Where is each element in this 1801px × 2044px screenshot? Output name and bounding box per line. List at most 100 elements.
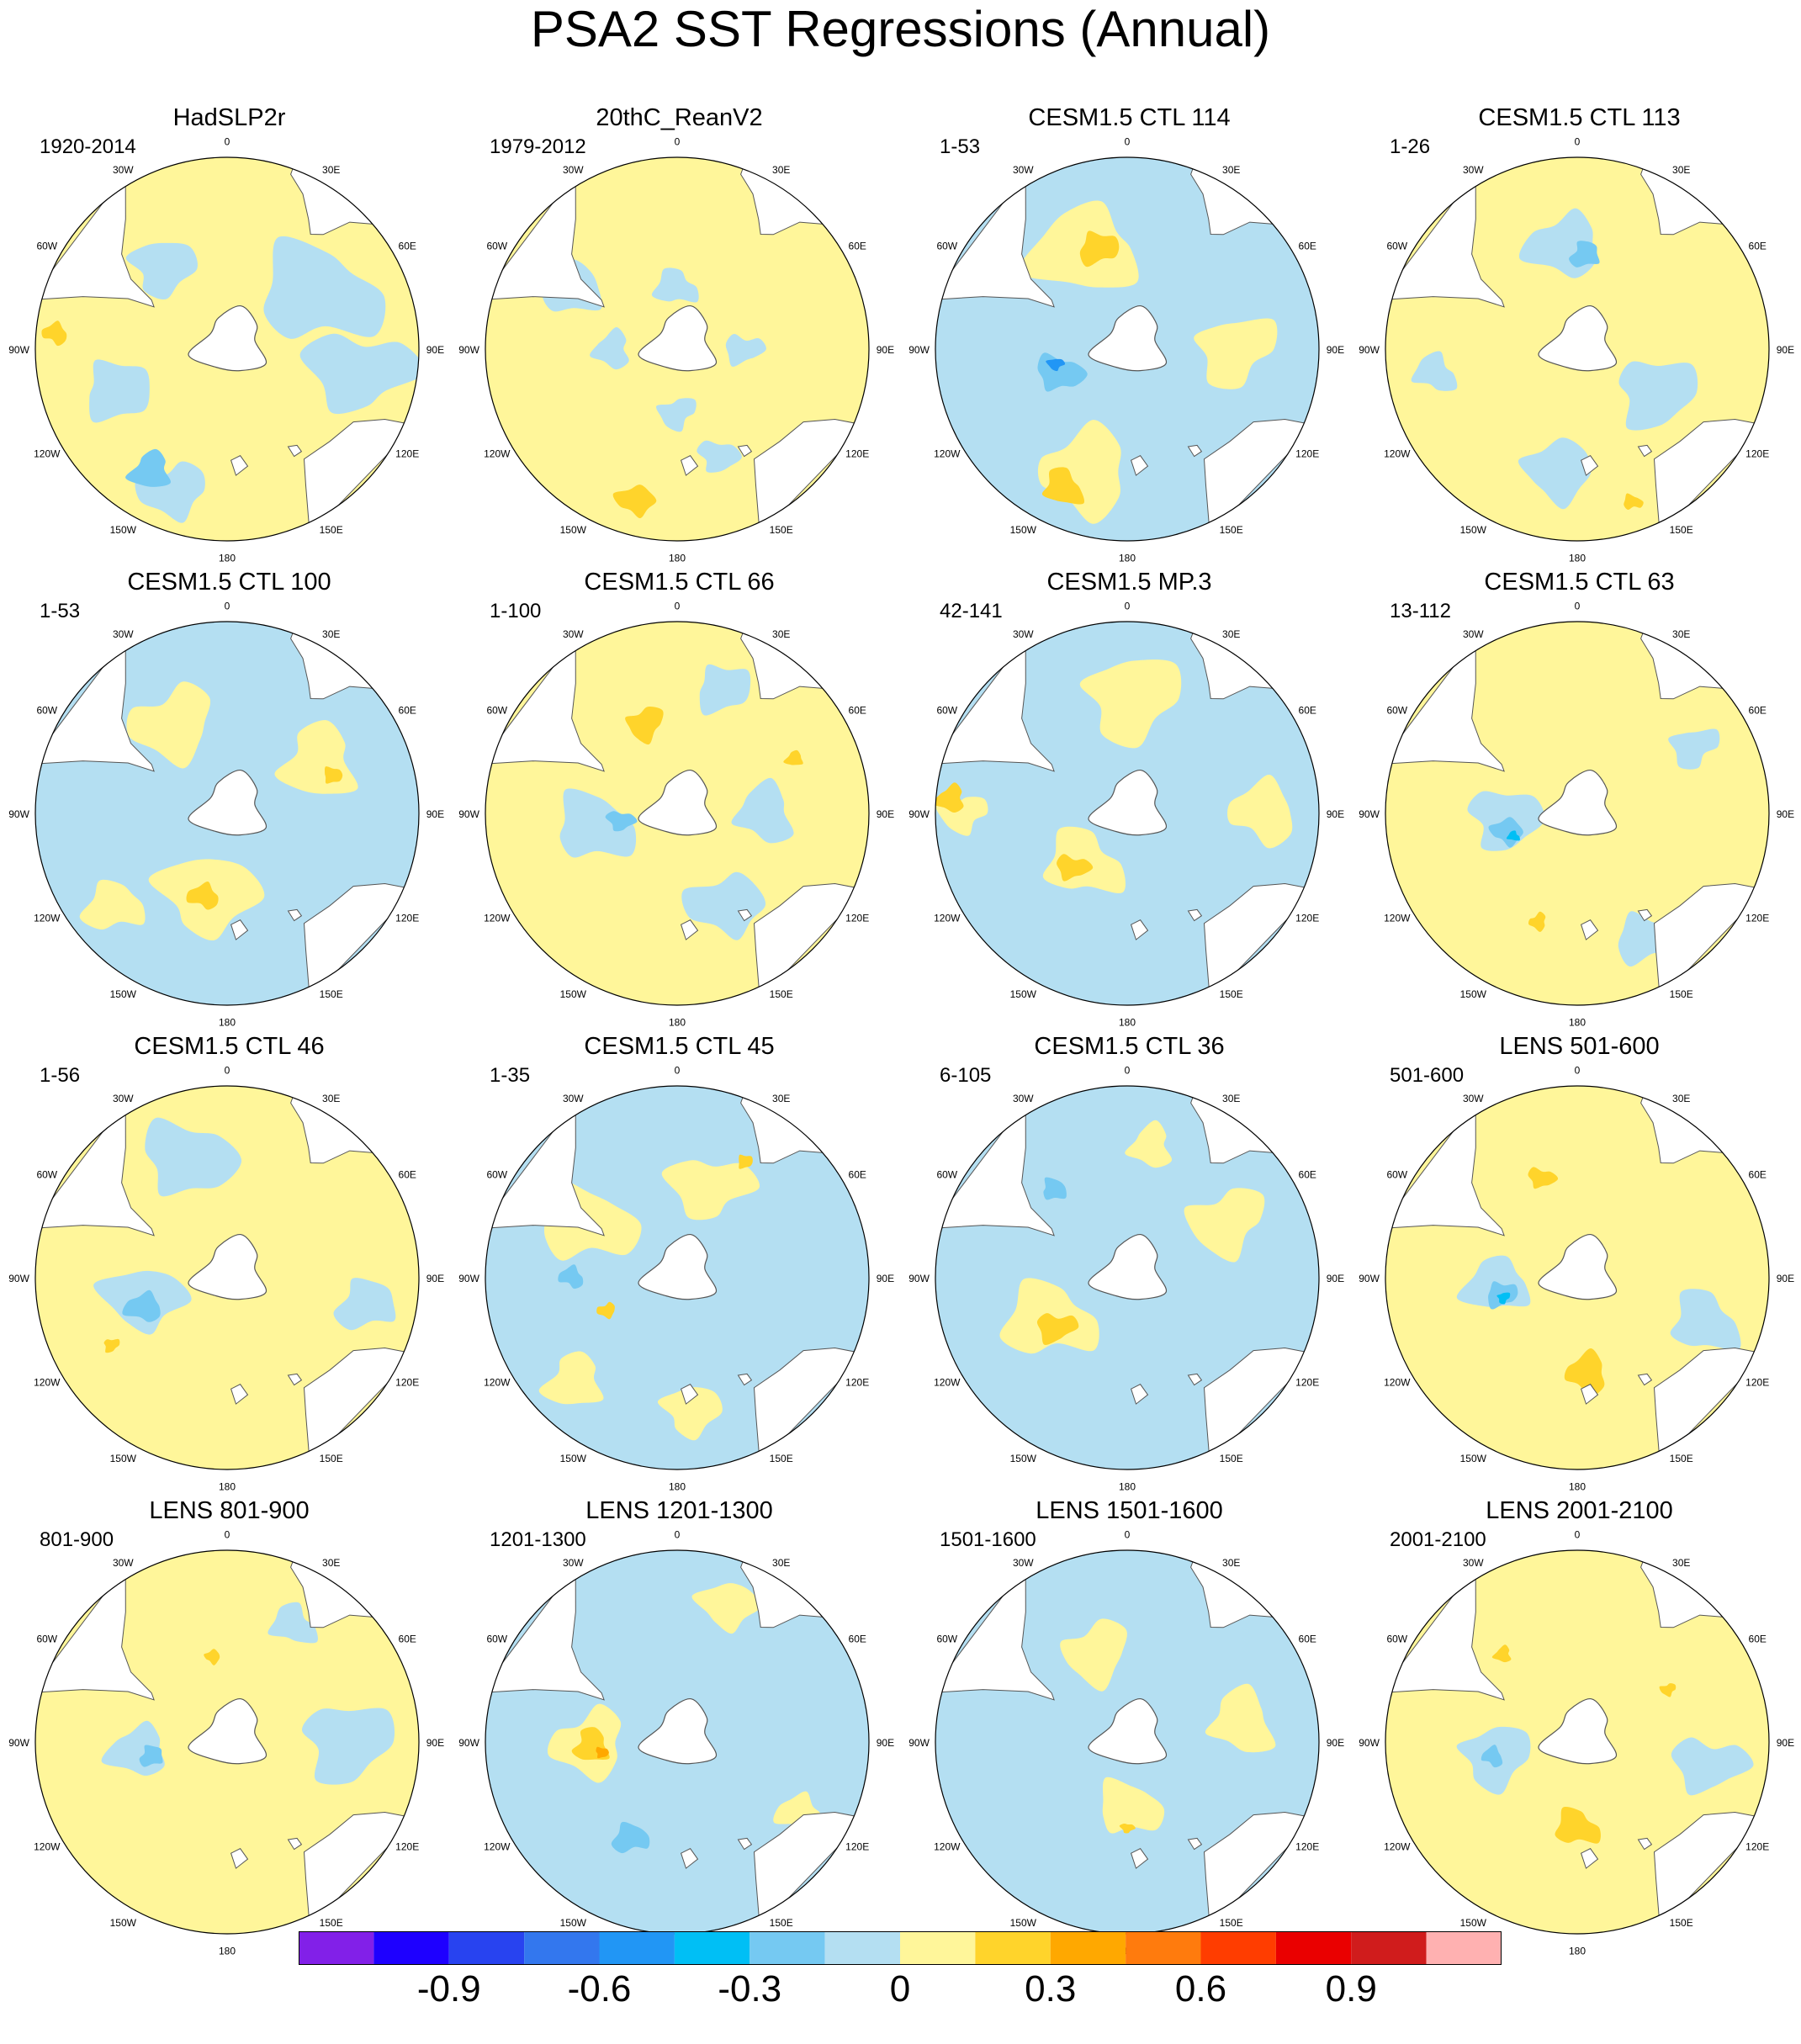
- colorbar-tick-label: -0.9: [416, 1968, 481, 2010]
- longitude-label: 150W: [110, 1917, 137, 1929]
- longitude-label: 30E: [1222, 628, 1240, 640]
- map-panel: 20thC_ReanV2 1979-2012 0 30E 60E 90E 120E 150E 1…: [454, 101, 904, 564]
- longitude-label: 90W: [1359, 808, 1380, 820]
- longitude-label: 30E: [772, 1557, 790, 1569]
- longitude-label: 60E: [1299, 240, 1316, 252]
- longitude-label: 150E: [1670, 1453, 1693, 1464]
- land-mass: [680, 1848, 699, 1869]
- longitude-label: 120W: [34, 1841, 61, 1853]
- map-boundary: [1385, 621, 1770, 1006]
- sst-contour-region: [590, 326, 629, 370]
- sst-contour-region: [1411, 351, 1458, 391]
- longitude-label: 90W: [908, 1737, 930, 1749]
- land-mass: [1187, 1837, 1203, 1851]
- longitude-label: 90W: [458, 344, 479, 356]
- panel-title: LENS 501-600: [1499, 1033, 1660, 1060]
- land-mass: [1130, 455, 1149, 476]
- sst-contour-region: [1491, 1644, 1512, 1663]
- longitude-label: 60E: [1749, 1633, 1767, 1644]
- longitude-label: 120W: [1384, 448, 1411, 460]
- longitude-label: 120E: [1295, 913, 1319, 924]
- figure-title: PSA2 SST Regressions (Annual): [530, 1, 1271, 57]
- longitude-label: 120W: [484, 1841, 511, 1853]
- map-panel: CESM1.5 CTL 100 1-53 0 30E 60E 90E 120E 150E 180…: [4, 565, 454, 1028]
- longitude-label: 60E: [1749, 240, 1767, 252]
- longitude-label: 90E: [426, 344, 444, 356]
- longitude-label: 120E: [395, 913, 419, 924]
- antarctica: [188, 770, 268, 836]
- longitude-label: 150W: [1460, 988, 1487, 1000]
- sst-contour-region: [263, 236, 386, 339]
- land-mass: [1187, 444, 1203, 458]
- land-mass: [1130, 1384, 1149, 1405]
- longitude-label: 30W: [1463, 628, 1484, 640]
- longitude-label: 150W: [560, 524, 587, 536]
- sst-contour-region: [103, 1338, 120, 1353]
- sst-contour-region: [299, 333, 419, 415]
- land-mass: [35, 172, 155, 308]
- longitude-label: 150W: [1460, 524, 1487, 536]
- longitude-label: 60E: [399, 240, 416, 252]
- land-mass: [485, 1565, 605, 1701]
- land-mass: [287, 444, 303, 458]
- longitude-label: 30W: [563, 1557, 584, 1569]
- sst-contour-region: [611, 1821, 650, 1854]
- land-mass: [35, 1100, 155, 1236]
- longitude-label: 120W: [484, 448, 511, 460]
- longitude-label: 30E: [772, 1093, 790, 1104]
- map-panel: CESM1.5 CTL 46 1-56 0 30E 60E 90E 120E 150E 180 1…: [4, 1030, 454, 1492]
- land-mass: [1385, 1565, 1505, 1701]
- longitude-label: 150E: [770, 1453, 793, 1464]
- longitude-label: 150W: [1010, 1453, 1037, 1464]
- longitude-label: 150W: [110, 524, 137, 536]
- longitude-label: 30W: [1463, 164, 1484, 176]
- longitude-label: 90W: [908, 808, 930, 820]
- map-boundary: [34, 1549, 420, 1935]
- longitude-label: 30E: [772, 164, 790, 176]
- antarctica: [638, 770, 718, 836]
- panel-period: 13-112: [1390, 600, 1451, 622]
- longitude-label: 120E: [1745, 448, 1769, 460]
- panel-period: 6-105: [940, 1064, 992, 1087]
- longitude-label: 60W: [36, 1168, 57, 1180]
- colorbar-segment: [373, 1931, 449, 1965]
- land-mass: [737, 1373, 753, 1386]
- map-boundary: [34, 156, 420, 542]
- longitude-label: 150E: [1220, 524, 1243, 536]
- panel-period: 1-53: [40, 600, 81, 622]
- longitude-label: 30W: [1013, 1093, 1034, 1104]
- land-mass: [935, 1100, 1055, 1236]
- longitude-label: 120W: [934, 1841, 961, 1853]
- land-mass: [1385, 172, 1505, 308]
- longitude-label: 90W: [8, 808, 29, 820]
- antarctica: [1088, 305, 1168, 372]
- land-mass: [1580, 455, 1599, 476]
- longitude-label: 180: [1119, 1016, 1136, 1028]
- longitude-label: 90E: [1327, 1737, 1344, 1749]
- sst-contour-region: [1518, 437, 1592, 510]
- sst-contour-region: [1528, 911, 1546, 932]
- longitude-label: 90E: [877, 1737, 894, 1749]
- longitude-label: 30W: [113, 1093, 134, 1104]
- longitude-label: 30E: [1222, 1093, 1240, 1104]
- sst-contour-region: [1079, 659, 1182, 749]
- sst-contour-region: [1659, 1683, 1677, 1697]
- land-mass: [737, 1837, 753, 1851]
- longitude-label: 180: [219, 1480, 236, 1492]
- longitude-label: 150W: [560, 1453, 587, 1464]
- longitude-label: 30E: [1672, 164, 1690, 176]
- longitude-label: 120E: [395, 448, 419, 460]
- land-mass: [1580, 1384, 1599, 1405]
- land-mass: [737, 908, 753, 922]
- longitude-label: 120W: [34, 913, 61, 924]
- sst-contour-region: [268, 1602, 318, 1644]
- longitude-label: 30W: [113, 164, 134, 176]
- longitude-label: 150W: [560, 1917, 587, 1929]
- colorbar-segment: [1200, 1931, 1276, 1965]
- antarctica: [1538, 1234, 1618, 1300]
- longitude-label: 60E: [849, 1168, 866, 1180]
- sst-contour-region: [1060, 1618, 1127, 1692]
